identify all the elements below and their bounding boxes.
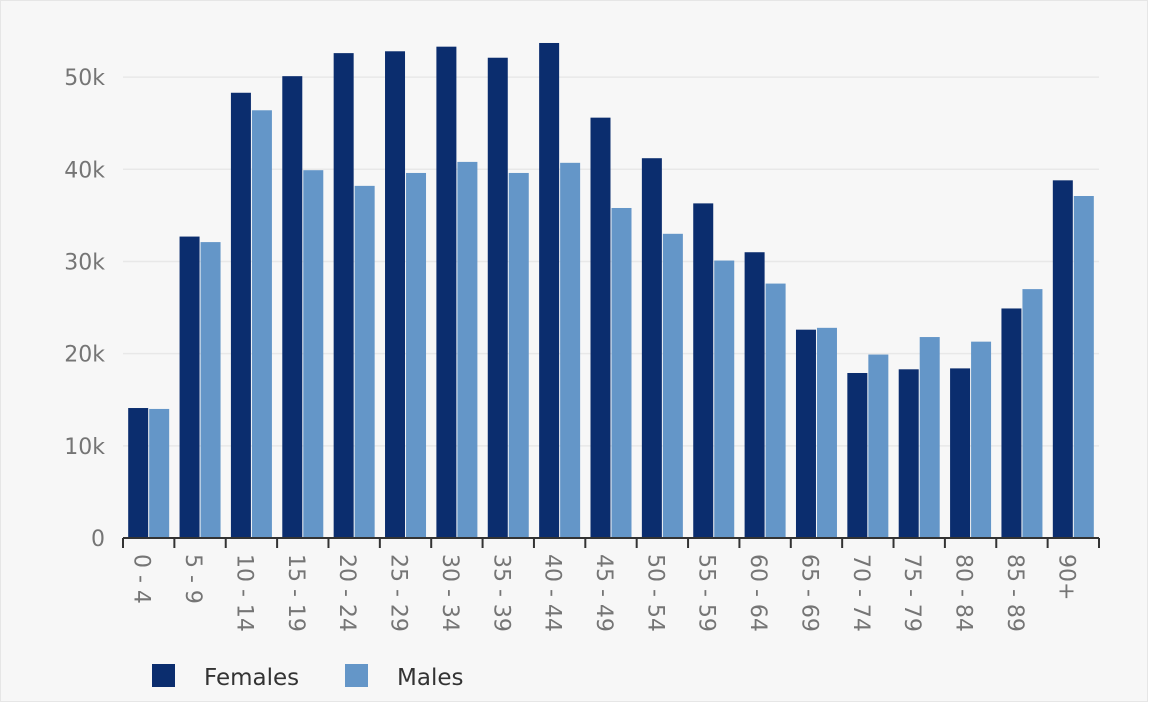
bar-females — [282, 76, 303, 538]
x-tick-label: 65 - 69 — [796, 554, 821, 632]
bar-females — [590, 117, 611, 538]
bar-males — [251, 110, 272, 538]
bar-females — [795, 329, 816, 538]
bar-males — [303, 170, 324, 538]
x-tick-label: 60 - 64 — [745, 554, 770, 632]
x-tick-label: 5 - 9 — [180, 554, 205, 604]
x-tick-label: 70 - 74 — [848, 554, 873, 632]
bar-females — [333, 53, 354, 539]
bar-females — [1001, 308, 1022, 538]
bar-males — [200, 242, 221, 538]
x-tick-label: 15 - 19 — [283, 554, 308, 632]
y-tick-label: 10k — [64, 435, 105, 460]
bar-males — [1022, 289, 1043, 538]
y-tick-label: 20k — [64, 343, 105, 368]
bar-females — [847, 372, 868, 538]
x-tick-label: 75 - 79 — [899, 554, 924, 632]
bar-females — [230, 92, 251, 539]
bar-females — [436, 46, 457, 539]
bar-males — [714, 260, 735, 538]
x-tick-label: 35 - 39 — [488, 554, 513, 632]
legend: Females Males — [152, 664, 463, 691]
bar-females — [693, 203, 714, 538]
bar-females — [179, 236, 200, 538]
bar-males — [765, 283, 786, 538]
bar-males — [816, 327, 837, 538]
y-tick-label: 50k — [64, 66, 105, 91]
bar-males — [971, 341, 992, 538]
x-tick-label: 45 - 49 — [591, 554, 616, 632]
bar-males — [919, 337, 940, 538]
bar-males — [457, 161, 478, 538]
x-tick-label: 10 - 14 — [231, 554, 256, 632]
x-tick-label: 30 - 34 — [437, 554, 462, 632]
bar-males — [1073, 196, 1094, 539]
bar-females — [487, 57, 508, 538]
bar-males — [611, 207, 632, 539]
legend-label-males: Males — [397, 665, 463, 691]
bar-males — [406, 172, 427, 538]
y-tick-label: 0 — [91, 527, 105, 552]
bar-females — [128, 408, 149, 538]
bar-males — [560, 162, 581, 538]
x-tick-label: 20 - 24 — [334, 554, 359, 632]
x-tick-label: 0 - 4 — [129, 554, 154, 604]
legend-swatch-females — [152, 664, 175, 687]
x-axis: 0 - 4 5 - 9 10 - 14 15 - 19 20 - 24 25 - 29 30… — [122, 537, 1100, 632]
x-tick-label: 40 - 44 — [540, 554, 565, 632]
bar-males — [508, 172, 529, 538]
legend-label-females: Females — [204, 665, 299, 691]
x-tick-label: 55 - 59 — [694, 554, 719, 632]
bar-females — [539, 42, 560, 538]
x-tick-label: 25 - 29 — [386, 554, 411, 632]
y-tick-label: 30k — [64, 250, 105, 275]
x-tick-label: 50 - 54 — [642, 554, 667, 632]
bar-males — [354, 185, 375, 538]
bar-females — [950, 368, 971, 538]
y-tick-label: 40k — [64, 158, 105, 183]
bar-males — [868, 354, 889, 538]
bar-females — [898, 369, 919, 538]
bar-females — [744, 252, 765, 538]
y-axis: 0 10k 20k 30k 40k 50k — [64, 66, 105, 552]
x-tick-label: 85 - 89 — [1002, 554, 1027, 632]
x-tick-label: 90+ — [1053, 554, 1078, 600]
bars — [128, 42, 1094, 539]
bar-females — [641, 158, 662, 538]
legend-swatch-males — [345, 664, 368, 687]
x-tick-label: 80 - 84 — [951, 554, 976, 632]
bar-males — [149, 408, 170, 538]
bar-females — [1052, 180, 1073, 539]
bar-females — [385, 51, 406, 538]
bar-males — [662, 233, 683, 539]
